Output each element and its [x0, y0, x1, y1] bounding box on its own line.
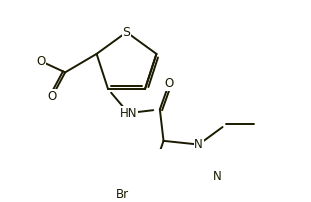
Text: Br: Br [116, 188, 129, 201]
Text: O: O [36, 55, 46, 68]
Text: N: N [194, 138, 203, 151]
Text: S: S [123, 26, 131, 39]
Text: HN: HN [120, 107, 137, 120]
Text: N: N [213, 169, 221, 182]
Text: O: O [165, 77, 174, 90]
Text: O: O [48, 90, 57, 103]
